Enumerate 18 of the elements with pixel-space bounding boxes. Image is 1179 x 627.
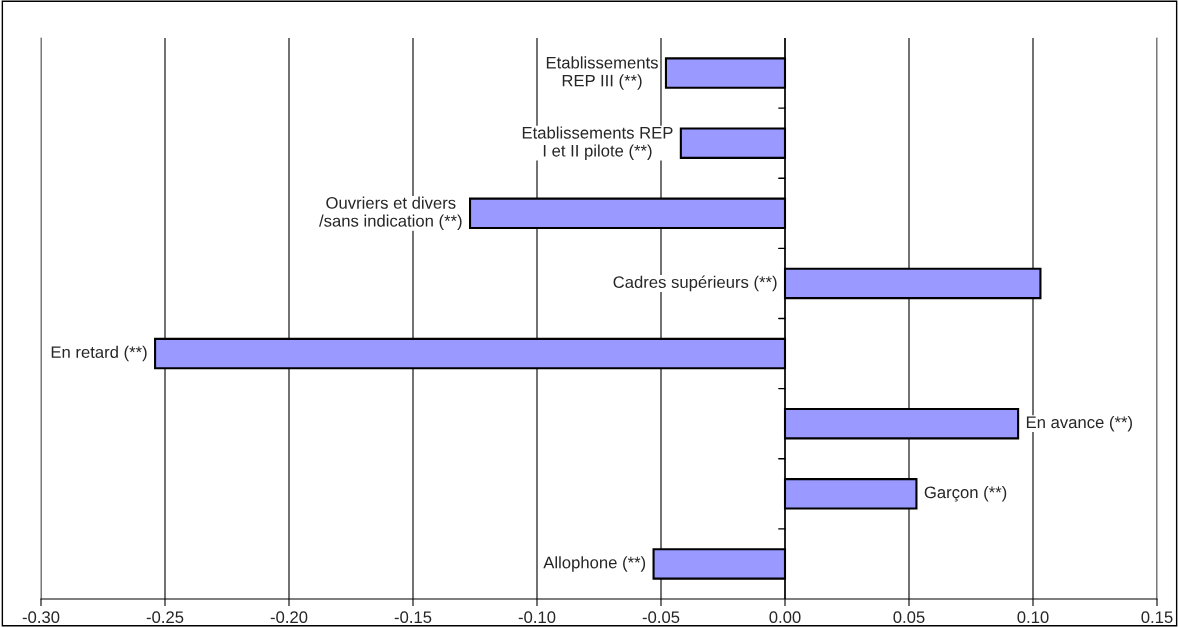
x-tick-label: 0.00 — [769, 611, 801, 624]
y-tick-label: Ouvriers et divers /sans indication (**) — [319, 196, 462, 231]
y-tick-label: Garçon (**) — [924, 486, 1007, 502]
y-tick-label: En avance (**) — [1026, 415, 1132, 432]
x-tick-label: -0.25 — [146, 611, 184, 624]
y-tick-label: Allophone (**) — [543, 556, 646, 572]
x-tick-label: 0.05 — [893, 611, 925, 624]
y-tick-label: Etablissements REP I et II pilote (**) — [522, 126, 673, 160]
x-tick-label: -0.05 — [642, 611, 680, 624]
y-tick-label: Cadres supérieurs (**) — [613, 275, 777, 292]
x-tick-label: -0.20 — [270, 611, 308, 624]
y-tick-label: Etablissements REP III (**) — [546, 56, 658, 90]
x-tick-label: -0.10 — [518, 611, 556, 624]
x-tick-label: -0.15 — [394, 611, 432, 624]
y-tick-label: En retard (**) — [51, 345, 147, 362]
x-tick-label: 0.10 — [1017, 611, 1049, 624]
x-tick-label: -0.30 — [22, 611, 60, 624]
x-tick-label: 0.15 — [1141, 611, 1173, 624]
